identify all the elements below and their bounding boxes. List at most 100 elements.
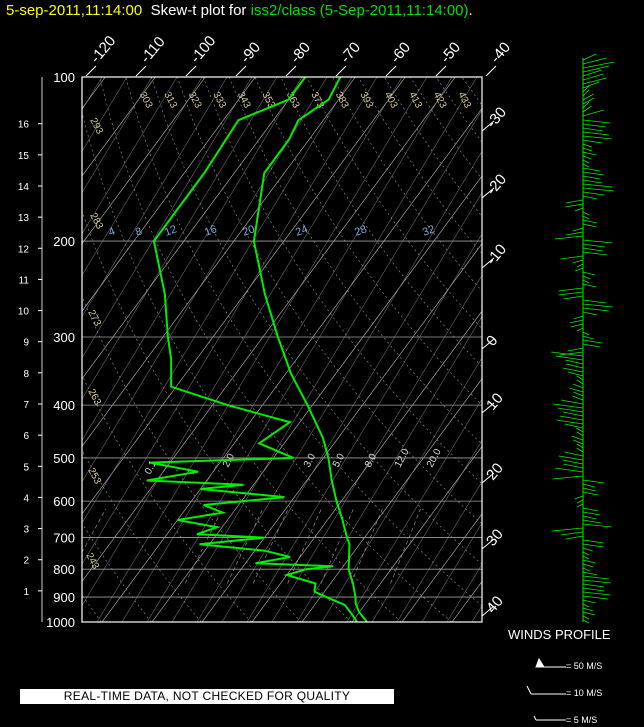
title-source: iss2/class (5-Sep-2011,11:14:00)	[250, 2, 469, 19]
dry-adiabat-label: 323	[186, 90, 204, 110]
temp-top-label: -50	[437, 39, 464, 67]
wind-barb	[551, 527, 584, 532]
temp-right-label: 10	[483, 390, 507, 414]
wind-barb	[582, 131, 610, 136]
temp-right-tick	[481, 120, 495, 132]
mixing-ratio-label: 4	[107, 225, 117, 238]
dry-adiabat-label: 413	[406, 90, 424, 110]
wind-barb	[582, 603, 590, 608]
wind-barb	[582, 155, 592, 160]
isotherm-line	[151, 175, 482, 622]
mixing-ratio-line	[226, 508, 264, 584]
wind-barb	[582, 105, 592, 113]
isotherm-line	[82, 77, 456, 582]
wind-barb	[582, 135, 612, 140]
dry-adiabat-label: 263	[85, 387, 103, 407]
wind-barb	[576, 263, 584, 268]
wind-barb	[572, 227, 584, 232]
mixing-ratio-line	[82, 508, 106, 553]
height-tick-label: 4	[23, 493, 29, 504]
wind-barb	[582, 215, 590, 220]
wind-barb	[582, 85, 590, 93]
wind-barb	[582, 283, 597, 288]
wind-legend-symbol-10	[526, 685, 566, 695]
temp-top-tick	[335, 65, 347, 77]
wind-barb	[569, 387, 584, 393]
wind-barb	[582, 279, 590, 284]
wind-barb	[582, 487, 596, 492]
wind-barb	[582, 143, 592, 148]
temp-top-tick	[435, 65, 447, 77]
temp-top-label: -110	[137, 33, 169, 66]
dry-adiabat	[254, 77, 482, 406]
grid-diagonal	[82, 77, 178, 235]
wind-barb	[582, 127, 604, 132]
wind-barb	[560, 531, 584, 536]
isotherm-line	[301, 378, 482, 622]
wind-barb	[582, 73, 604, 81]
grid-diagonal	[346, 398, 482, 622]
grid-diagonal	[82, 77, 278, 400]
wind-barb	[582, 591, 611, 596]
dry-adiabat	[82, 111, 402, 622]
grid-diagonal	[146, 77, 478, 622]
grid-diagonal	[96, 77, 428, 622]
wind-barb	[569, 319, 584, 324]
wind-barb	[582, 123, 606, 128]
moist-adiabat-label: 5.0	[331, 452, 347, 470]
mixing-ratio-label: 8	[134, 225, 144, 238]
dry-adiabat-label: 403	[382, 90, 400, 110]
isotherm-line	[0, 77, 5, 622]
grid-diagonal	[622, 77, 644, 622]
grid-diagonal	[121, 77, 453, 622]
grid-diagonal	[82, 77, 378, 565]
wind-barb	[575, 267, 584, 272]
wind-barb	[582, 543, 604, 548]
dry-adiabat-label: 283	[87, 211, 105, 231]
quality-notice: REAL-TIME DATA, NOT CHECKED FOR QUALITY	[20, 689, 394, 704]
grid-diagonal	[221, 192, 482, 622]
height-tick-label: 2	[23, 556, 29, 567]
dewpoint-profile	[146, 77, 358, 622]
dry-adiabat-label: 273	[85, 308, 103, 328]
wind-barb	[582, 583, 605, 588]
temp-right-label: 40	[483, 593, 507, 617]
wind-barb	[582, 483, 595, 488]
wind-barb	[568, 371, 584, 377]
height-tick-label: 10	[18, 307, 30, 318]
wind-barb	[582, 599, 596, 604]
wind-barb	[556, 419, 584, 425]
wind-barb	[582, 251, 608, 256]
wind-barb	[582, 69, 602, 77]
wind-barb	[582, 81, 600, 89]
isotherm-line	[82, 77, 206, 245]
dry-adiabat	[202, 77, 482, 485]
wind-barb	[582, 539, 604, 544]
title-time: 5-sep-2011,11:14:00	[6, 2, 143, 19]
temp-top-tick	[135, 65, 147, 77]
wind-barb	[582, 61, 615, 69]
height-tick-label: 16	[18, 120, 30, 131]
wind-barb	[574, 495, 584, 500]
wind-barb	[582, 167, 601, 172]
temp-top-tick	[185, 65, 197, 77]
height-tick-label: 11	[19, 275, 30, 286]
wind-barb	[582, 223, 597, 228]
wind-barb	[566, 363, 584, 369]
temperature-profile	[252, 77, 368, 622]
moist-adiabat-label: 0.1	[143, 459, 159, 477]
pressure-tick-label: 700	[53, 531, 75, 546]
height-tick-label: 7	[23, 400, 29, 411]
grid-diagonal	[396, 481, 482, 622]
temp-top-tick	[385, 65, 397, 77]
wind-barb	[559, 351, 584, 356]
temp-right-label: 0	[483, 332, 501, 349]
temp-top-label: -120	[87, 33, 119, 67]
temp-top-label: -60	[387, 39, 414, 67]
height-tick-label: 1	[23, 587, 29, 598]
wind-barb	[582, 479, 605, 484]
temp-right-tick	[481, 402, 495, 414]
dry-adiabat-label: 293	[87, 116, 105, 136]
wind-legend-10: = 10 M/S	[566, 688, 603, 698]
temp-right-tick	[481, 472, 495, 484]
